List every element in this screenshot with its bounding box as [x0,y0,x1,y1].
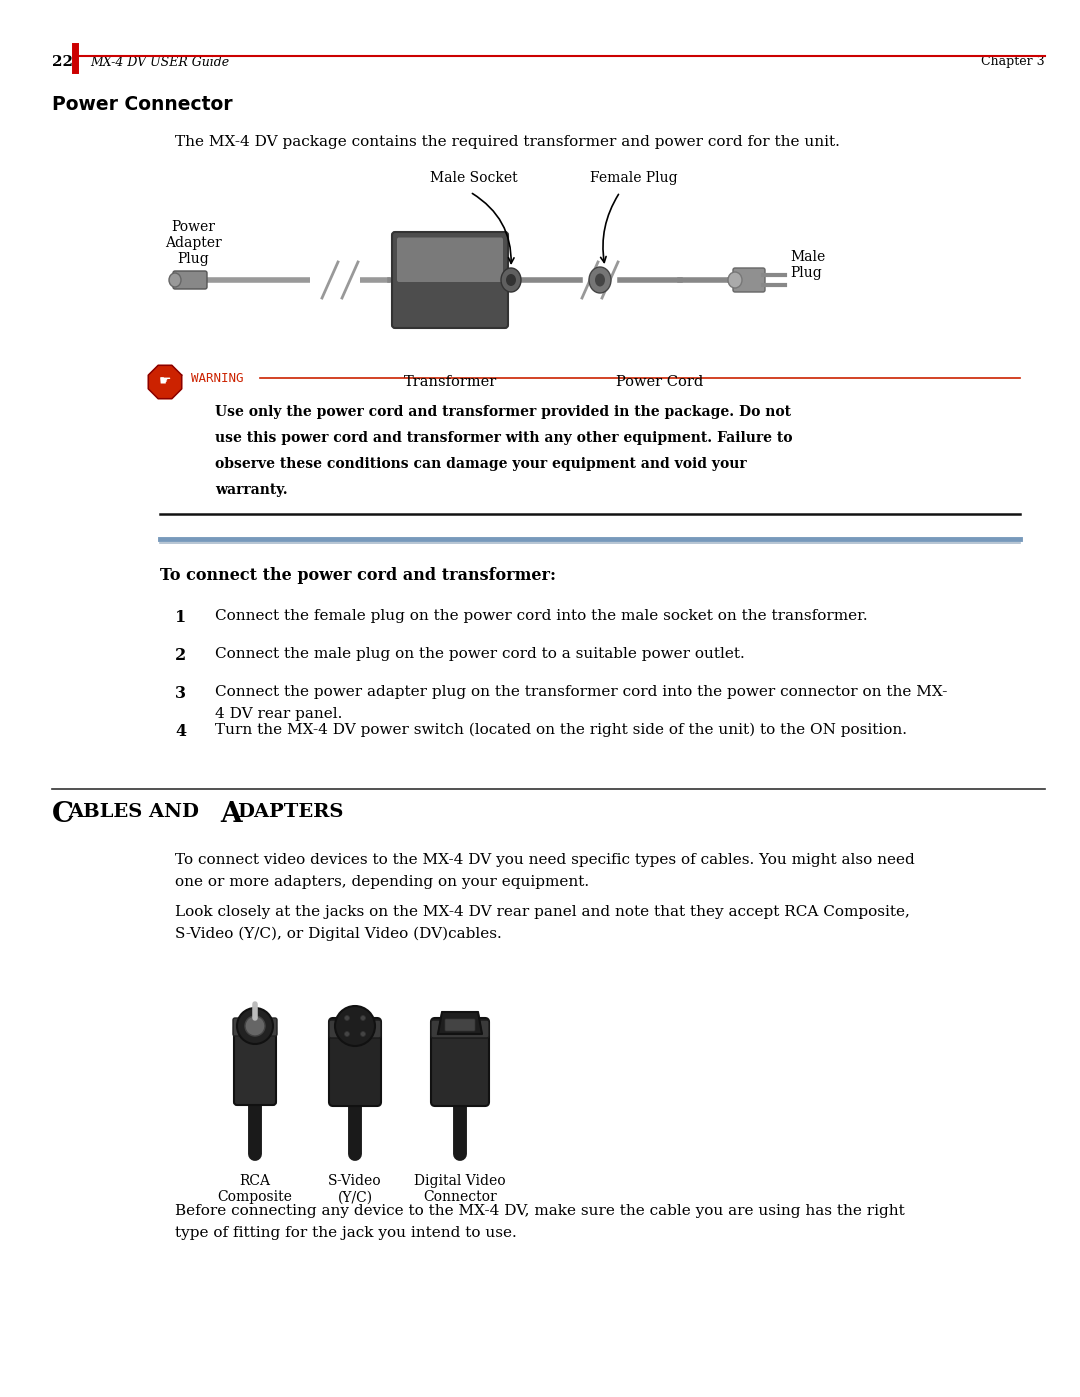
Text: Male
Plug: Male Plug [789,250,825,281]
Ellipse shape [361,1031,365,1037]
Ellipse shape [168,272,181,286]
Text: To connect video devices to the MX-4 DV you need specific types of cables. You m: To connect video devices to the MX-4 DV … [175,854,915,868]
Text: MX-4 DV USER Guide: MX-4 DV USER Guide [90,56,229,68]
Text: Connect the male plug on the power cord to a suitable power outlet.: Connect the male plug on the power cord … [215,647,745,661]
FancyBboxPatch shape [397,237,503,282]
FancyBboxPatch shape [445,1018,475,1031]
Text: WARNING: WARNING [191,372,243,384]
FancyBboxPatch shape [329,1020,381,1038]
Text: use this power cord and transformer with any other equipment. Failure to: use this power cord and transformer with… [215,432,793,446]
Text: Female Plug: Female Plug [590,170,677,184]
Text: The MX-4 DV package contains the required transformer and power cord for the uni: The MX-4 DV package contains the require… [175,136,840,149]
Text: one or more adapters, depending on your equipment.: one or more adapters, depending on your … [175,875,589,888]
FancyBboxPatch shape [233,1018,276,1037]
Text: 22: 22 [52,54,73,68]
Text: warranty.: warranty. [215,483,287,497]
Ellipse shape [589,267,611,293]
Ellipse shape [335,1006,375,1046]
Ellipse shape [595,274,605,286]
Ellipse shape [501,268,521,292]
FancyBboxPatch shape [329,1018,381,1106]
Text: 4 DV rear panel.: 4 DV rear panel. [215,707,342,721]
Text: ABLES AND: ABLES AND [68,803,206,821]
Ellipse shape [245,1016,265,1037]
Text: Power Connector: Power Connector [52,95,232,115]
Text: C: C [52,800,75,828]
Text: 3: 3 [175,685,186,703]
Text: Male Socket: Male Socket [430,170,517,184]
Text: S-Video
(Y/C): S-Video (Y/C) [328,1173,382,1204]
Text: Connect the female plug on the power cord into the male socket on the transforme: Connect the female plug on the power cor… [215,609,867,623]
Text: Chapter 3: Chapter 3 [982,56,1045,68]
Text: 2: 2 [175,647,186,664]
Text: S-Video (Y/C), or Digital Video (DV)cables.: S-Video (Y/C), or Digital Video (DV)cabl… [175,928,502,942]
Text: A: A [220,800,242,828]
FancyBboxPatch shape [234,1024,276,1105]
Polygon shape [438,1011,482,1034]
Ellipse shape [361,1016,365,1020]
Text: Connect the power adapter plug on the transformer cord into the power connector : Connect the power adapter plug on the tr… [215,685,947,698]
Text: To connect the power cord and transformer:: To connect the power cord and transforme… [160,567,556,584]
Ellipse shape [345,1031,350,1037]
Text: Use only the power cord and transformer provided in the package. Do not: Use only the power cord and transformer … [215,405,791,419]
FancyBboxPatch shape [733,268,765,292]
Ellipse shape [237,1009,273,1044]
Text: DAPTERS: DAPTERS [237,803,343,821]
FancyBboxPatch shape [173,271,207,289]
Ellipse shape [507,274,516,286]
Text: type of fitting for the jack you intend to use.: type of fitting for the jack you intend … [175,1227,516,1241]
Text: RCA
Composite: RCA Composite [217,1173,293,1204]
Text: observe these conditions can damage your equipment and void your: observe these conditions can damage your… [215,457,746,471]
FancyBboxPatch shape [392,232,508,328]
Text: 1: 1 [175,609,186,626]
Text: Look closely at the jacks on the MX-4 DV rear panel and note that they accept RC: Look closely at the jacks on the MX-4 DV… [175,905,909,919]
Text: Turn the MX-4 DV power switch (located on the right side of the unit) to the ON : Turn the MX-4 DV power switch (located o… [215,724,907,738]
Ellipse shape [728,272,742,288]
Text: Power Cord: Power Cord [617,374,704,388]
Text: Before connecting any device to the MX-4 DV, make sure the cable you are using h: Before connecting any device to the MX-4… [175,1204,905,1218]
Text: Power
Adapter
Plug: Power Adapter Plug [164,219,221,267]
Text: 4: 4 [175,724,186,740]
Text: Transformer: Transformer [403,374,497,388]
FancyBboxPatch shape [431,1020,489,1038]
Polygon shape [148,366,181,398]
Text: Digital Video
Connector: Digital Video Connector [415,1173,505,1204]
Ellipse shape [345,1016,350,1020]
FancyBboxPatch shape [431,1018,489,1106]
Text: ☛: ☛ [159,374,172,388]
